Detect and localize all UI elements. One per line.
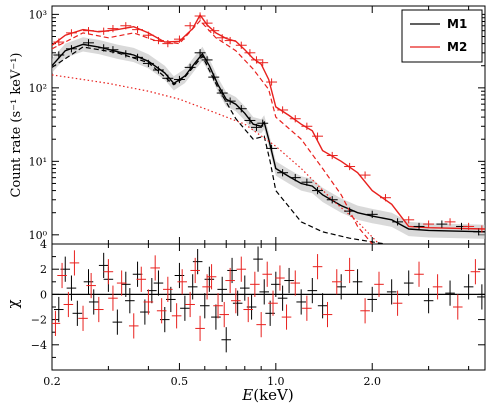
legend: M1 M2: [401, 9, 483, 63]
x-tick-label: 2.0: [363, 375, 381, 388]
energy-x-axis-label-unit: (keV): [253, 386, 294, 404]
component-line-2: [52, 46, 386, 244]
y-tick-label: 10⁰: [29, 229, 48, 242]
energy-x-axis-label: E(keV): [241, 386, 293, 404]
residual-y-axis: −4 −2 0 2 4: [31, 238, 485, 358]
model-line-m2: [52, 13, 485, 230]
legend-m2-label: M2: [447, 40, 467, 54]
legend-m1-label: M1: [447, 17, 467, 31]
chi-tick-label: 2: [40, 263, 47, 276]
component-line-4: [52, 74, 380, 244]
x-tick-label: 0.2: [43, 375, 61, 388]
residual-plot-area: [52, 246, 485, 353]
legend-box: [401, 9, 483, 63]
model-line-m1: [52, 43, 485, 233]
x-tick-label: 0.5: [171, 375, 189, 388]
x-tick-label: 1.0: [267, 375, 285, 388]
residual-y-axis-label: χ: [4, 299, 22, 308]
chi-tick-label: −2: [31, 314, 47, 327]
spectrum-plot-area: [52, 12, 485, 244]
residual-panel-frame: [51, 243, 486, 371]
spectrum-y-axis-label: Count rate (s⁻¹ keV⁻¹): [9, 53, 24, 198]
y-tick-label: 10¹: [29, 155, 47, 168]
chi-tick-label: −4: [31, 339, 47, 352]
spectrum-y-axis: 10⁰ 10¹ 10² 10³: [29, 8, 485, 242]
energy-x-axis-label-symbol: E: [241, 386, 253, 404]
chi-tick-label: 4: [40, 238, 47, 251]
component-line-3: [52, 19, 373, 244]
energy-x-axis: 0.2 0.5 1.0 2.0: [43, 6, 470, 388]
y-tick-label: 10³: [29, 8, 47, 21]
y-tick-label: 10²: [29, 82, 47, 95]
chi-tick-label: 0: [40, 288, 47, 301]
